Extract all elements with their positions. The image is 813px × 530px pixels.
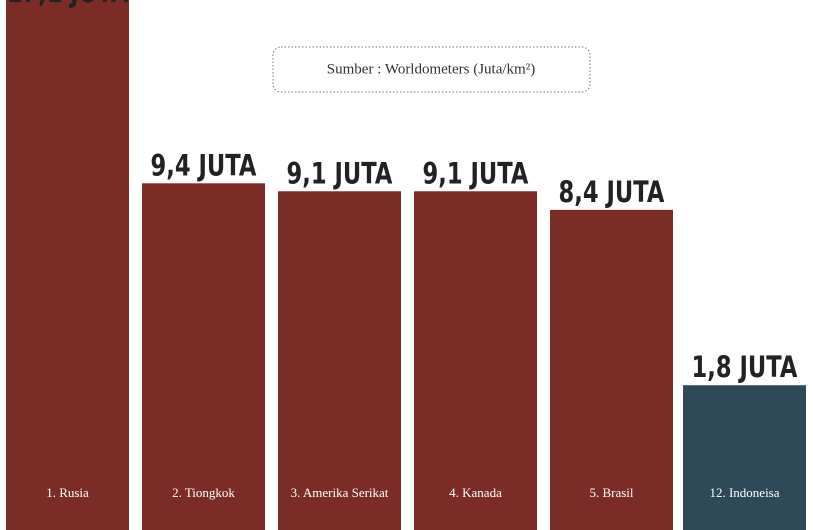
bar <box>414 191 537 530</box>
source-box <box>272 46 591 93</box>
value-label: 1,8 JUTA <box>692 352 798 385</box>
category-label: 3. Amerika Serikat <box>291 485 389 500</box>
category-label: 2. Tiongkok <box>172 485 235 500</box>
value-label: 9,1 JUTA <box>423 158 529 191</box>
category-label: 5. Brasil <box>589 485 633 500</box>
category-label: 12. Indoneisa <box>709 485 779 500</box>
bar <box>142 183 265 530</box>
value-label: 9,1 JUTA <box>287 158 393 191</box>
category-label: 4. Kanada <box>449 485 502 500</box>
value-label: 9,4 JUTA <box>151 150 257 183</box>
category-label: 1. Rusia <box>46 485 89 500</box>
bar <box>278 191 401 530</box>
bar <box>550 209 673 530</box>
source: Sumber : Worldometers (Juta/km²) <box>327 61 535 77</box>
value-label: 8,4 JUTA <box>559 176 665 209</box>
bar <box>683 385 806 530</box>
bar <box>6 0 129 530</box>
value-label: 17,1 JUTA <box>7 0 129 10</box>
